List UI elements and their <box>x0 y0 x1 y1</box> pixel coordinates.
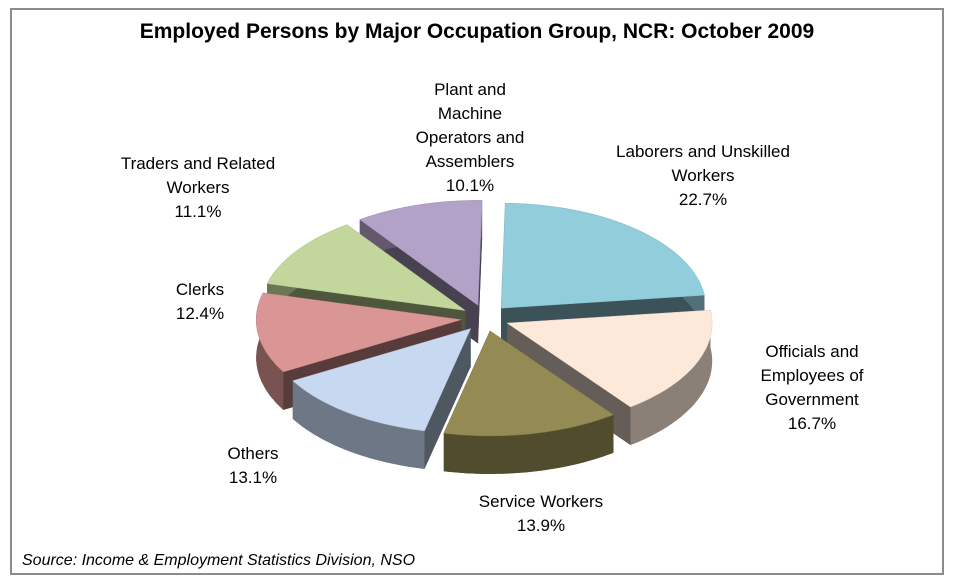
category-label: Laborers and Unskilled Workers <box>616 142 790 185</box>
value-label: 11.1% <box>174 202 222 221</box>
slice <box>266 224 466 311</box>
slice <box>359 200 483 306</box>
data-label: Traders and Related Workers 11.1% <box>113 152 283 224</box>
slice <box>506 309 713 408</box>
category-label: Others <box>227 444 279 463</box>
data-label: Laborers and Unskilled Workers 22.7% <box>608 140 798 212</box>
source-note: Source: Income & Employment Statistics D… <box>22 552 416 569</box>
data-label: Others 13.1% <box>193 442 313 490</box>
slice-side <box>630 310 713 445</box>
value-label: 13.9% <box>516 516 566 535</box>
category-label: Officials and Employees of Government <box>760 342 864 409</box>
category-label: Plant and Machine Operators and Assemble… <box>415 80 525 171</box>
value-label: 22.7% <box>678 190 728 209</box>
chart-title: Employed Persons by Major Occupation Gro… <box>139 20 815 43</box>
slice <box>292 328 472 432</box>
slice <box>255 292 462 373</box>
slice <box>500 202 705 309</box>
value-label: 13.1% <box>228 468 278 487</box>
data-label: Service Workers 13.9% <box>441 490 641 538</box>
category-label: Clerks <box>175 280 225 299</box>
value-label: 10.1% <box>445 176 495 195</box>
value-label: 16.7% <box>787 414 837 433</box>
slice <box>443 330 614 437</box>
category-label: Traders and Related Workers <box>120 154 276 197</box>
slice-side <box>443 414 614 474</box>
category-label: Service Workers <box>478 492 604 511</box>
data-label: Plant and Machine Operators and Assemble… <box>405 78 535 198</box>
value-label: 12.4% <box>175 304 225 323</box>
data-label: Clerks 12.4% <box>140 278 260 326</box>
data-label: Officials and Employees of Government 16.… <box>737 340 887 436</box>
